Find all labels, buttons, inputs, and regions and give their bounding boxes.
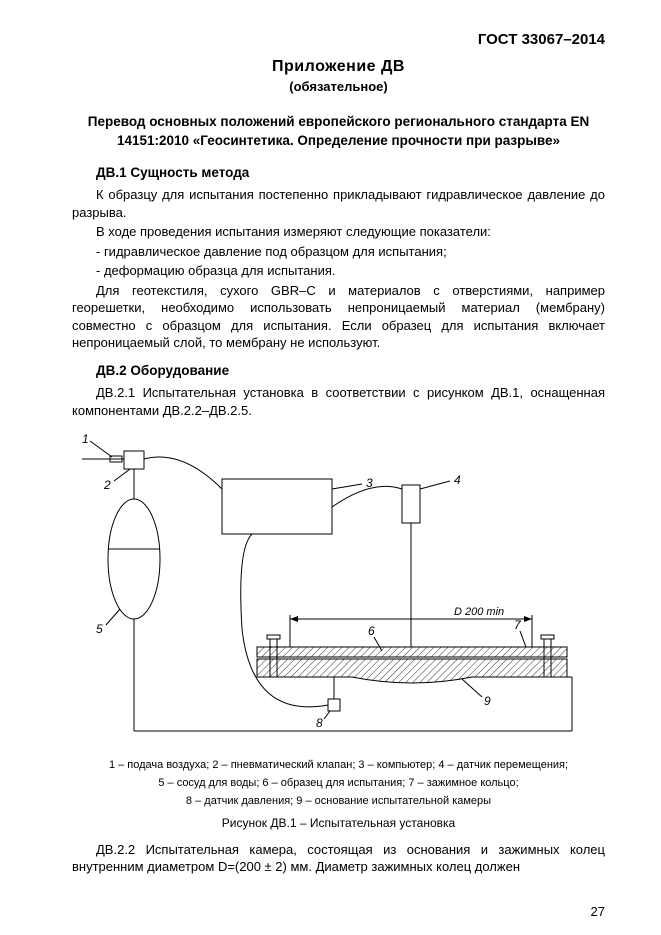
figure-legend-3: 8 – датчик давления; 9 – основание испыт… xyxy=(72,794,605,808)
section-1-para-2: В ходе проведения испытания измеряют сле… xyxy=(72,223,605,241)
section-1-bullet-2: - деформацию образца для испытания. xyxy=(72,262,605,280)
section-1-bullet-1: - гидравлическое давление под образцом д… xyxy=(72,243,605,261)
fig-label-8: 8 xyxy=(316,716,323,730)
figure-svg: 1 2 5 3 xyxy=(72,429,582,749)
section-1-head: ДВ.1 Сущность метода xyxy=(96,164,605,182)
translation-title: Перевод основных положений европейского … xyxy=(82,113,595,149)
fig-label-9: 9 xyxy=(484,694,491,708)
fig-label-2: 2 xyxy=(103,478,111,492)
fig-d-label: D 200 min xyxy=(454,606,504,618)
figure-legend-2: 5 – сосуд для воды; 6 – образец для испы… xyxy=(72,776,605,790)
section-1-para-1: К образцу для испытания постепенно прикл… xyxy=(72,186,605,221)
section-2-para-2: ДВ.2.2 Испытательная камера, состоящая и… xyxy=(72,841,605,876)
fig-label-6: 6 xyxy=(368,624,375,638)
figure-dv1: 1 2 5 3 xyxy=(72,429,605,831)
section-1-para-3: Для геотекстиля, сухого GBR–C и материал… xyxy=(72,282,605,352)
section-2-head: ДВ.2 Оборудование xyxy=(96,362,605,380)
figure-caption: Рисунок ДВ.1 – Испытательная установка xyxy=(72,815,605,831)
annex-subtitle: (обязательное) xyxy=(72,78,605,96)
fig-label-7: 7 xyxy=(514,618,522,632)
section-2-para-1: ДВ.2.1 Испытательная установка в соответ… xyxy=(72,384,605,419)
figure-legend-1: 1 – подача воздуха; 2 – пневматический к… xyxy=(72,758,605,772)
fig-label-4: 4 xyxy=(454,473,461,487)
fig-label-1: 1 xyxy=(82,432,89,446)
document-id: ГОСТ 33067–2014 xyxy=(72,30,605,50)
annex-title: Приложение ДВ xyxy=(72,56,605,78)
page-number: 27 xyxy=(591,903,605,921)
fig-label-5: 5 xyxy=(96,622,103,636)
